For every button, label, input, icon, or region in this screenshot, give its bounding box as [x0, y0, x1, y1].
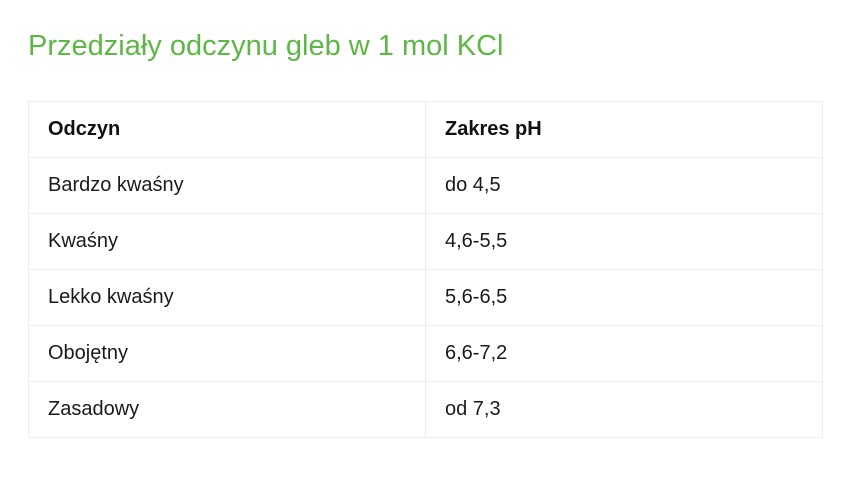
header-odczyn: Odczyn — [28, 101, 426, 158]
table-row: Lekko kwaśny 5,6-6,5 — [28, 269, 823, 326]
table-header-row: Odczyn Zakres pH — [28, 101, 823, 158]
page-title: Przedziały odczynu gleb w 1 mol KCl — [28, 30, 504, 62]
ph-range-table: Odczyn Zakres pH Bardzo kwaśny do 4,5 Kw… — [28, 101, 823, 438]
header-zakres-ph: Zakres pH — [425, 101, 823, 158]
cell-zakres-ph: od 7,3 — [425, 381, 823, 438]
table-row: Zasadowy od 7,3 — [28, 381, 823, 438]
table-row: Kwaśny 4,6-5,5 — [28, 213, 823, 270]
cell-zakres-ph: 6,6-7,2 — [425, 325, 823, 382]
cell-zakres-ph: do 4,5 — [425, 157, 823, 214]
cell-odczyn: Lekko kwaśny — [28, 269, 426, 326]
cell-odczyn: Zasadowy — [28, 381, 426, 438]
table-row: Obojętny 6,6-7,2 — [28, 325, 823, 382]
cell-odczyn: Kwaśny — [28, 213, 426, 270]
cell-zakres-ph: 4,6-5,5 — [425, 213, 823, 270]
cell-odczyn: Obojętny — [28, 325, 426, 382]
table-row: Bardzo kwaśny do 4,5 — [28, 157, 823, 214]
cell-zakres-ph: 5,6-6,5 — [425, 269, 823, 326]
cell-odczyn: Bardzo kwaśny — [28, 157, 426, 214]
